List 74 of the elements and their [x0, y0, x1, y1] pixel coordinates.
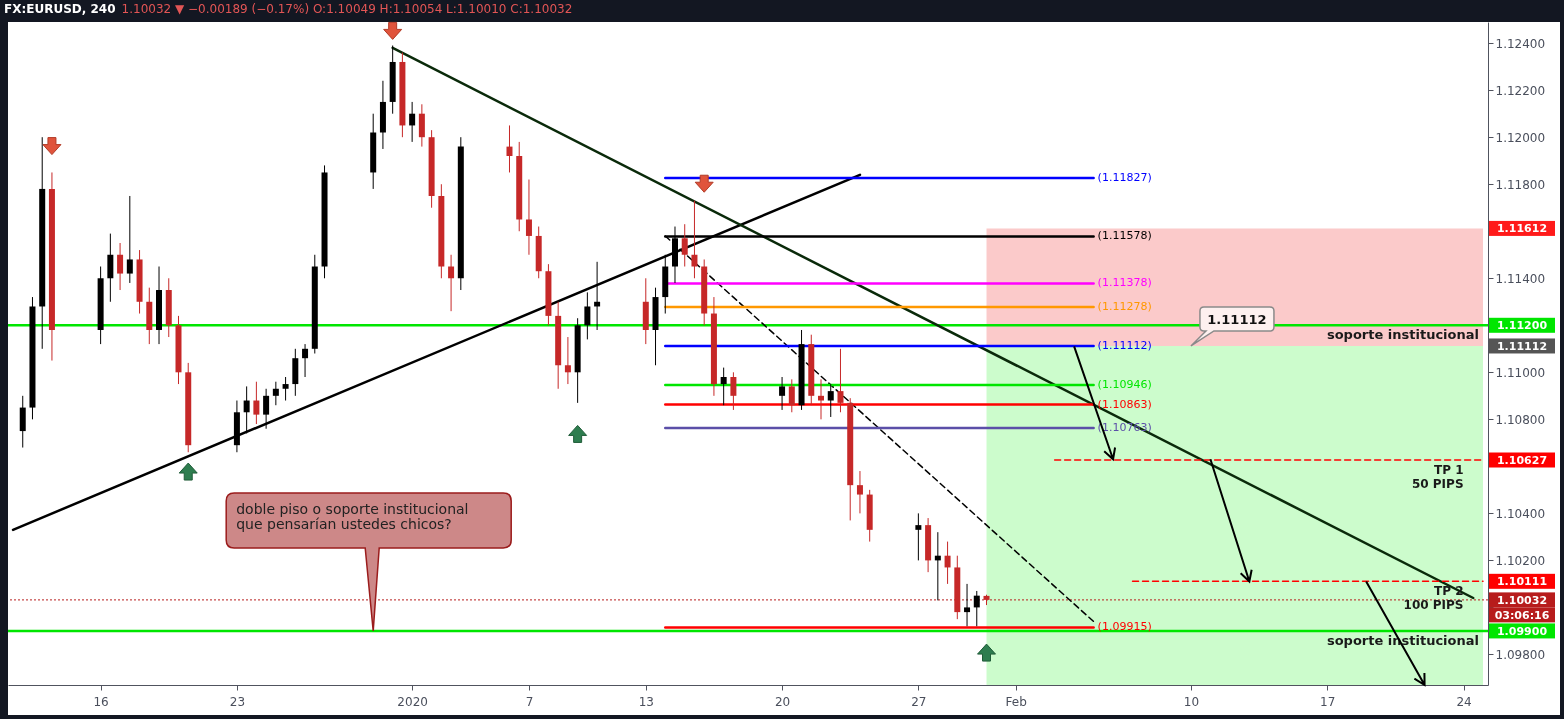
candlestick	[788, 378, 795, 413]
annotation: 1.11112	[1496, 339, 1548, 353]
candlestick	[720, 367, 727, 406]
annotation: (1.11112)	[1097, 338, 1152, 352]
candlestick	[915, 512, 922, 561]
candlestick	[856, 470, 863, 514]
x-tick-label: 2020	[397, 694, 428, 709]
candlestick	[282, 376, 289, 402]
x-tick-label: 13	[638, 694, 654, 709]
candlestick	[126, 195, 133, 284]
candlestick	[272, 381, 279, 406]
candlestick	[730, 371, 737, 411]
candlestick	[418, 103, 425, 148]
candlestick	[409, 101, 416, 143]
candlestick	[117, 242, 124, 291]
x-tick-label: 23	[229, 694, 246, 709]
annotation: (1.11827)	[1097, 170, 1152, 184]
y-tick-label: 1.12000	[1495, 130, 1546, 145]
annotation: 1.11200	[1496, 319, 1548, 333]
x-tick-label: 20	[774, 694, 791, 709]
candlestick	[779, 376, 786, 411]
x-tick-label: 7	[525, 694, 534, 709]
annotation: (1.11278)	[1097, 299, 1152, 313]
candlestick	[107, 233, 114, 303]
candlestick	[564, 336, 571, 385]
candlestick	[253, 381, 260, 425]
y-tick-label: 1.11400	[1495, 271, 1546, 286]
candlestick	[964, 583, 971, 627]
x-tick-label: Feb	[1005, 694, 1027, 709]
y-tick-label: 1.12400	[1495, 36, 1546, 51]
candlestick	[691, 200, 698, 279]
annotation: 1.11112	[1207, 311, 1267, 327]
annotation: 1.09900	[1496, 624, 1548, 638]
annotation: 1.10627	[1496, 454, 1548, 467]
annotation: (1.11378)	[1097, 276, 1152, 290]
annotation: 1.11612	[1496, 222, 1548, 236]
candlestick	[19, 395, 26, 449]
candlestick	[827, 383, 834, 418]
x-tick-label: 10	[1183, 694, 1200, 709]
annotation: (1.09915)	[1097, 620, 1152, 634]
y-tick-label: 1.10400	[1495, 506, 1546, 521]
annotation: (1.10946)	[1097, 378, 1152, 391]
ref-line-label: soporte institucional	[1326, 327, 1479, 343]
y-tick-label: 1.12200	[1495, 83, 1546, 98]
candlestick	[243, 385, 250, 434]
x-tick-label: 16	[93, 694, 109, 709]
x-tick-label: 24	[1456, 694, 1472, 709]
x-tick-label: 17	[1320, 694, 1336, 709]
candlestick	[837, 348, 844, 413]
candlestick	[302, 343, 309, 378]
chart-title: FX:EURUSD, 240	[4, 2, 116, 16]
candlestick	[584, 291, 591, 340]
y-tick-label: 1.11800	[1495, 177, 1546, 192]
candlestick	[525, 179, 532, 256]
chart-subtitle: 1.10032 ▼ −0.00189 (−0.17%) O:1.10049 H:1.10054 L:1.10010 C:1.10032	[121, 2, 573, 16]
annotation: (1.10863)	[1097, 397, 1152, 411]
candlestick	[973, 590, 980, 627]
y-tick-label: 1.10200	[1495, 553, 1546, 568]
annotation: TP 1 50 PIPS	[1411, 463, 1464, 491]
candlestick	[818, 378, 825, 420]
y-tick-label: 1.10800	[1495, 412, 1546, 427]
x-tick-label: 27	[911, 694, 927, 709]
annotation: 1.10032	[1496, 593, 1548, 607]
y-tick-label: 1.11000	[1495, 365, 1546, 380]
candlestick	[681, 223, 688, 268]
candlestick	[506, 124, 513, 173]
annotation: (1.11578)	[1097, 229, 1152, 243]
annotation: 1.10111	[1496, 575, 1548, 589]
candlestick	[263, 388, 270, 430]
y-tick-label: 1.09800	[1495, 647, 1546, 662]
text: 03:06:16	[1494, 608, 1550, 622]
candlestick	[944, 541, 951, 585]
candlestick	[448, 254, 455, 312]
annotation: doble piso o soporte institucional que pensarían ustedes chicos?	[236, 500, 469, 532]
